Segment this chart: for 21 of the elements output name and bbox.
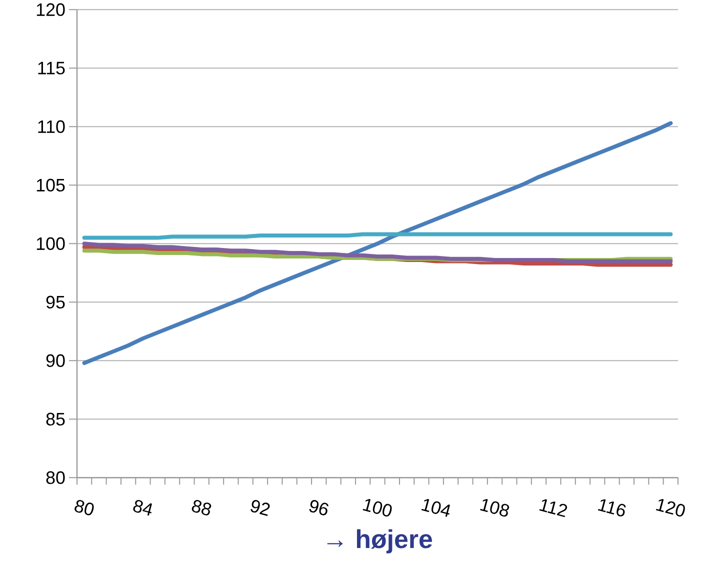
- x-tick-label: 80: [74, 500, 94, 516]
- y-tick-label: 110: [38, 120, 65, 134]
- x-axis-title: → højere: [327, 529, 432, 554]
- y-tick-label: 90: [46, 354, 65, 368]
- x-tick-label: 100: [362, 499, 392, 517]
- x-tick-label: 112: [539, 499, 568, 518]
- y-tick-label: 100: [36, 237, 65, 250]
- y-tick-label: 115: [38, 62, 65, 75]
- x-tick-label: 96: [309, 500, 328, 516]
- y-tick-label: 120: [36, 3, 65, 16]
- x-tick-label: 84: [133, 500, 152, 516]
- x-tick-label: 104: [421, 499, 450, 518]
- y-tick-label: 105: [36, 178, 65, 192]
- y-tick-label: 85: [46, 412, 65, 426]
- y-tick-label: 95: [46, 296, 65, 309]
- y-tick-label: 80: [46, 471, 65, 484]
- x-tick-label: 92: [250, 500, 270, 516]
- x-tick-label: 116: [598, 499, 626, 517]
- x-tick-label: 120: [656, 499, 685, 517]
- x-tick-label: 88: [192, 500, 212, 516]
- x-tick-label: 108: [480, 499, 510, 517]
